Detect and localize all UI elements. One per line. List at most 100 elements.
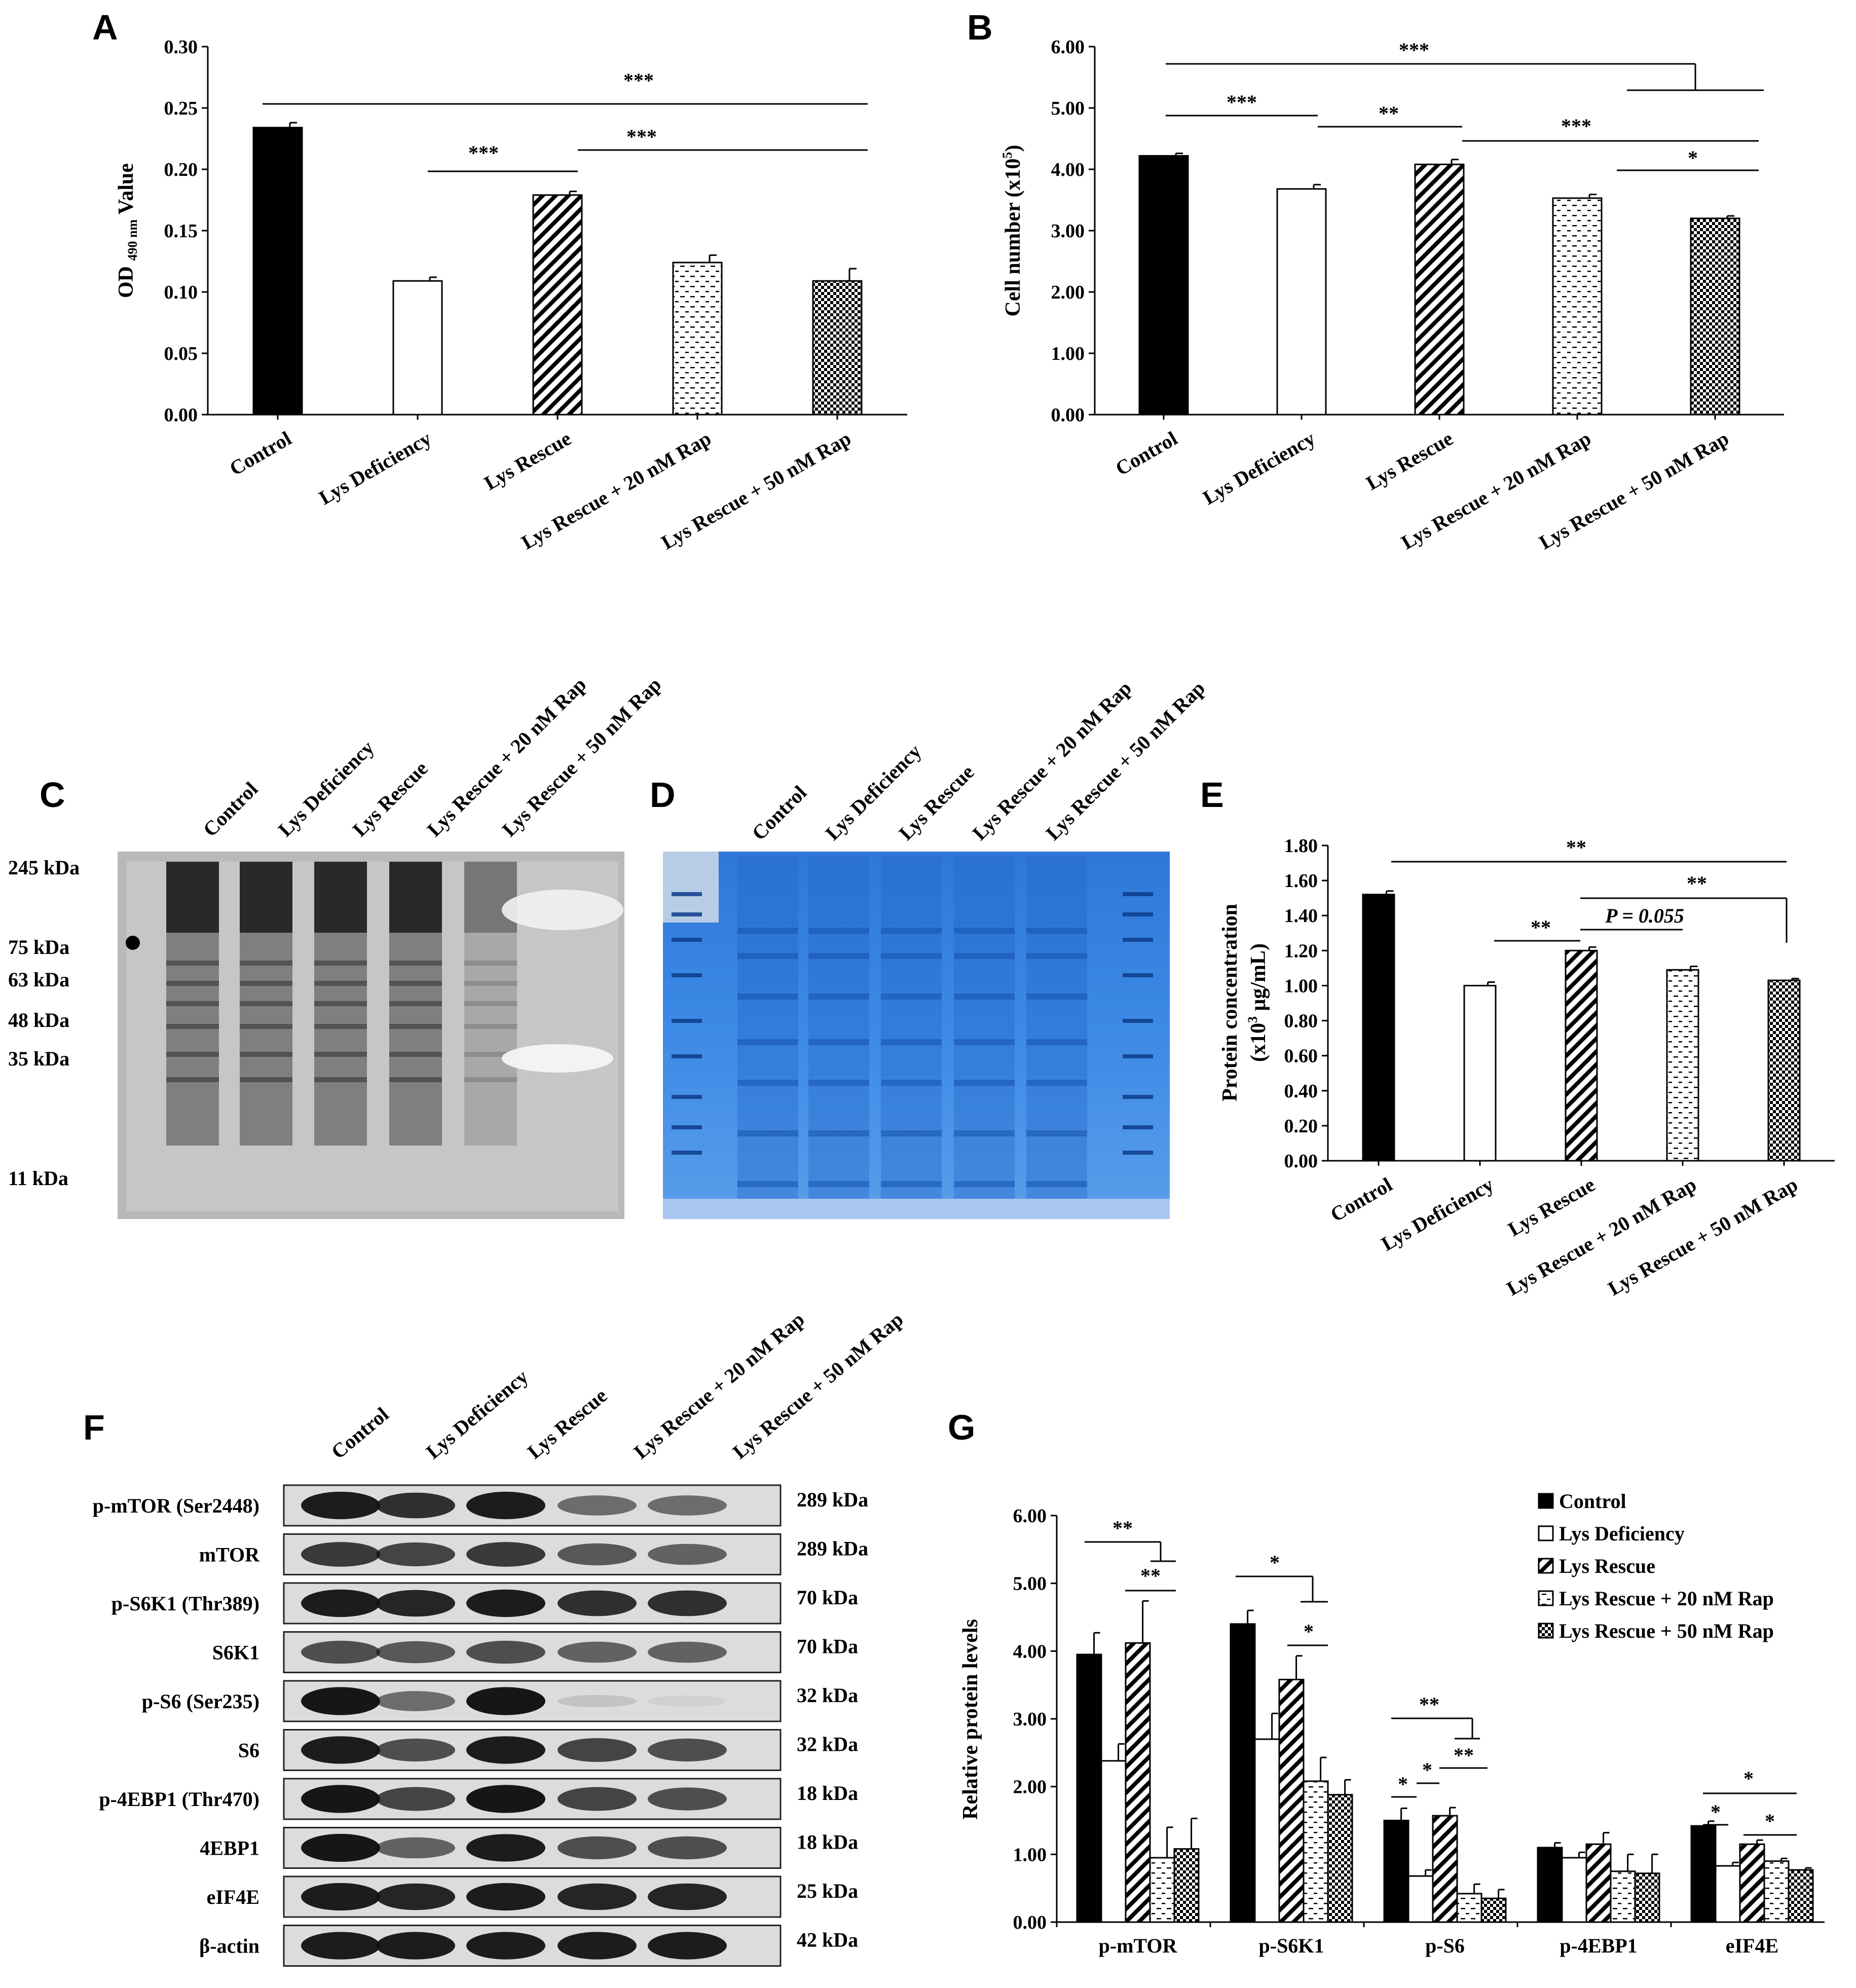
blot-band (466, 1883, 545, 1911)
gel-marker-band (672, 938, 702, 942)
blot-band (648, 1932, 727, 1960)
bar (1362, 894, 1395, 1162)
blot-band (314, 981, 367, 986)
blot-band (558, 1695, 637, 1708)
y-tick-label: 1.00 (1013, 1844, 1047, 1865)
significance-label: * (1422, 1758, 1432, 1781)
bar (1715, 1865, 1741, 1923)
kda-label: 289 kDa (797, 1488, 868, 1511)
significance-label: *** (623, 69, 654, 92)
blot-band (166, 961, 219, 966)
bar (1537, 1847, 1563, 1923)
y-tick-label: 1.20 (1284, 940, 1318, 962)
gel-band (808, 953, 869, 959)
blot-band (464, 1077, 517, 1082)
gel-lane (737, 857, 798, 1201)
gel-marker-band (672, 1151, 702, 1155)
y-tick-label: 0.60 (1284, 1046, 1318, 1067)
blot-band (314, 961, 367, 966)
significance-label: *** (468, 141, 499, 164)
protein-label: mTOR (199, 1543, 260, 1566)
protein-label: β-actin (199, 1935, 259, 1958)
y-axis-title: (x103 μg/mL) (1245, 943, 1270, 1062)
legend-label: Lys Rescue + 20 nM Rap (1559, 1587, 1774, 1610)
significance-label: * (1743, 1767, 1754, 1790)
panel-label-b: B (967, 8, 993, 47)
marker-label: 11 kDa (8, 1167, 68, 1190)
significance-label: * (1711, 1800, 1721, 1823)
y-axis-title: Cell number (x105) (1000, 145, 1025, 317)
blot-band (558, 1543, 637, 1566)
y-tick-label: 0.00 (1284, 1151, 1318, 1172)
blot-band (466, 1834, 545, 1862)
gel-band (881, 993, 942, 1000)
y-tick-label: 1.80 (1284, 835, 1318, 857)
blot-band (558, 1883, 637, 1910)
gel-lane (954, 857, 1015, 1201)
gel-d-lanes (663, 857, 1170, 1219)
blot-band (166, 981, 219, 986)
bar (532, 194, 583, 416)
blot-band (314, 1052, 367, 1057)
blot-band (240, 961, 292, 966)
y-tick-label: 0.05 (164, 343, 198, 364)
blot-band (376, 1492, 455, 1519)
bar (1125, 1642, 1151, 1923)
bar (1739, 1843, 1765, 1923)
blot-band (648, 1836, 727, 1860)
blot-lane-top (389, 862, 442, 933)
protein-label: eIF4E (207, 1886, 259, 1908)
y-tick-label: 1.60 (1284, 870, 1318, 892)
panel-c-blot: 245 kDa 75 kDa 63 kDa 48 kDa 35 kDa 11 kDa Co… (8, 673, 665, 1219)
bar (1634, 1872, 1660, 1923)
blot-lane-top (240, 862, 292, 933)
blot-band (166, 1001, 219, 1006)
y-tick-label: 0.30 (164, 36, 198, 58)
significance-label: *** (626, 125, 657, 148)
y-tick-label: 2.00 (1051, 282, 1085, 303)
blot-band (389, 1077, 442, 1082)
gel-band (954, 1039, 1015, 1045)
blot-band (466, 1491, 545, 1520)
gel-band (1026, 1039, 1087, 1045)
blot-band (301, 1687, 380, 1715)
kda-label: 18 kDa (797, 1782, 858, 1805)
blot-band (466, 1589, 545, 1617)
x-tick-label: Lys Rescue (1504, 1173, 1599, 1241)
gel-marker-band (672, 1095, 702, 1099)
y-axis-title-sup: 5 (1000, 152, 1015, 159)
gel-band (954, 928, 1015, 934)
blot-c-lanes (126, 862, 623, 1146)
significance-label: *** (1561, 115, 1591, 137)
x-tick-label: p-S6 (1425, 1934, 1465, 1957)
y-tick-label: 4.00 (1013, 1641, 1047, 1662)
marker-label: 35 kDa (8, 1047, 69, 1070)
blot-band (376, 1787, 455, 1811)
blot-band (314, 1024, 367, 1029)
y-tick-label: 5.00 (1013, 1573, 1047, 1595)
gel-marker-band (1123, 1019, 1153, 1023)
bar (1173, 1848, 1200, 1923)
blot-band (314, 1001, 367, 1006)
gel-marker-band (1123, 1095, 1153, 1099)
gel-d-background (663, 852, 1170, 1219)
panel-label-g: G (948, 1408, 975, 1447)
blot-band (240, 1052, 292, 1057)
gel-band (737, 1130, 798, 1136)
gel-band (808, 1181, 869, 1187)
gel-marker-band (1123, 938, 1153, 942)
marker-label: 48 kDa (8, 1009, 69, 1032)
x-tick-label: Lys Rescue (1362, 427, 1457, 495)
blot-band (389, 1001, 442, 1006)
gel-band (881, 1039, 942, 1045)
x-tick-label: Lys Rescue + 20 nM Rap (1503, 1173, 1700, 1300)
lane-label: Control (199, 778, 263, 841)
bar (1383, 1820, 1409, 1923)
panel-label-d: D (650, 775, 676, 815)
gel-band (881, 953, 942, 959)
x-tick-label: p-S6K1 (1259, 1934, 1324, 1957)
blot-band (376, 1641, 455, 1664)
blot-band (301, 1589, 380, 1617)
legend-swatch (1538, 1590, 1554, 1606)
